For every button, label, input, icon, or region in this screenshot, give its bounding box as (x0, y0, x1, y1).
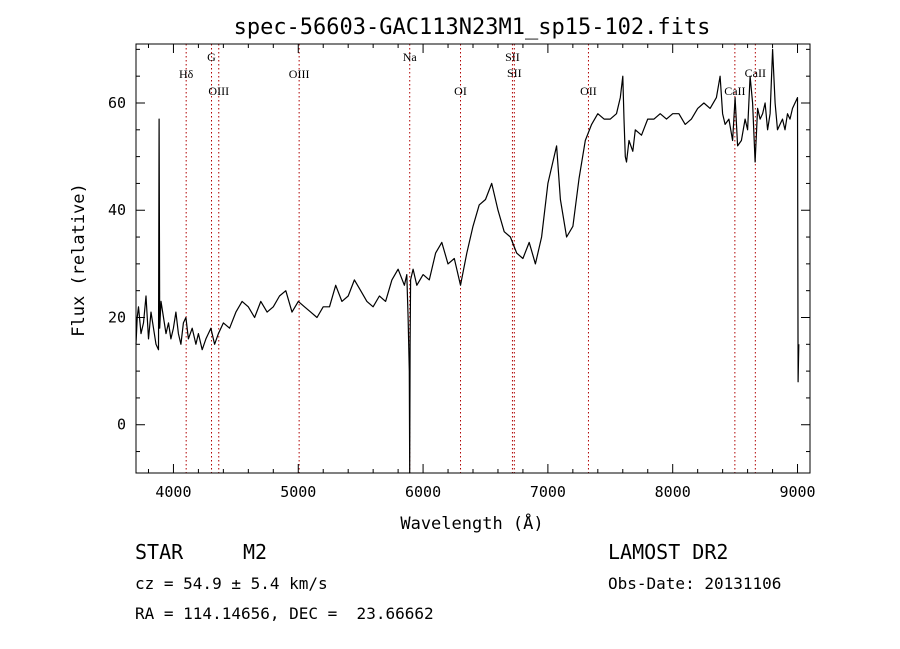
y-tick-label: 20 (108, 308, 126, 326)
coordinates: RA = 114.14656, DEC = 23.66662 (135, 604, 434, 623)
x-tick-label: 7000 (530, 483, 566, 501)
line-marker-label: OII (580, 84, 597, 98)
object-class: STAR (135, 540, 183, 564)
x-tick-label: 8000 (655, 483, 691, 501)
y-tick-label: 60 (108, 94, 126, 112)
x-tick-label: 9000 (779, 483, 815, 501)
line-marker-label: Hδ (179, 67, 194, 81)
redshift-velocity: cz = 54.9 ± 5.4 km/s (135, 574, 328, 593)
x-tick-label: 6000 (405, 483, 441, 501)
y-axis-label: Flux (relative) (69, 183, 89, 337)
observation-date: Obs-Date: 20131106 (608, 574, 781, 593)
line-marker-label: SII (507, 66, 522, 80)
line-marker-label: OI (454, 84, 467, 98)
x-tick-label: 5000 (280, 483, 316, 501)
line-marker-label: G (207, 50, 216, 64)
line-marker-label: CaII (745, 66, 766, 80)
chart-title: spec-56603-GAC113N23M1_sp15-102.fits (234, 15, 711, 40)
line-marker-label: OIII (208, 84, 229, 98)
object-subclass: M2 (243, 540, 267, 564)
plot-frame (136, 44, 810, 473)
survey-name: LAMOST DR2 (608, 540, 728, 564)
line-marker-label: OIII (289, 67, 310, 81)
y-tick-label: 0 (117, 416, 126, 434)
spectrum-line (136, 49, 799, 473)
y-tick-label: 40 (108, 201, 126, 219)
x-axis-label: Wavelength (Å) (400, 512, 543, 534)
line-marker-label: SII (505, 50, 520, 64)
line-marker-label: Na (403, 50, 418, 64)
line-marker-label: CaII (724, 84, 745, 98)
x-tick-label: 4000 (155, 483, 191, 501)
